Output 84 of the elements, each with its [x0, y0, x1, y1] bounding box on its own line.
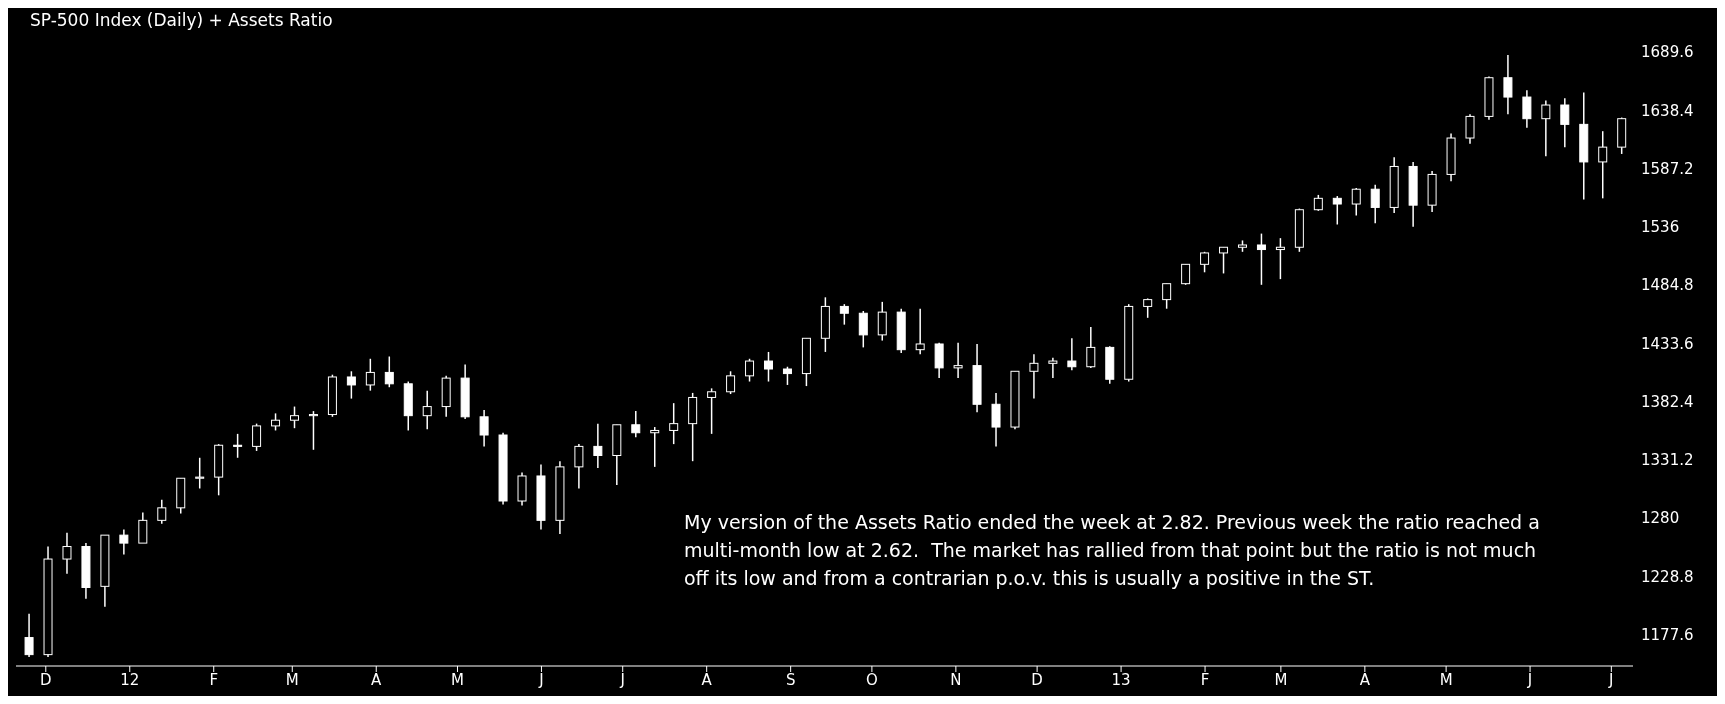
x-tick-label: S [785, 670, 796, 689]
y-tick-label: 1638.4 [1641, 101, 1694, 120]
candlestick [422, 389, 432, 431]
x-tick-label: F [209, 670, 219, 689]
candlestick [1351, 187, 1361, 217]
candlestick [157, 499, 167, 525]
candlestick [669, 402, 679, 445]
x-tick-label: A [371, 670, 383, 689]
candlestick [934, 342, 944, 379]
y-tick-label: 1177.6 [1641, 625, 1694, 644]
candlestick [764, 351, 773, 383]
candlestick [62, 532, 72, 575]
y-tick-label: 1587.2 [1641, 159, 1694, 178]
candlestick [290, 405, 299, 429]
y-tick-label: 1536 [1641, 218, 1680, 237]
annotation: My version of the Assets Ratio ended the week at 2.82. Previous week the ratio reached a multi-month low at 2.62. The market has rallied from that point but the ratio is not much off its low and from a contrarian p.o.v. this is usually a positive in the ST. [684, 510, 1541, 591]
candlestick [1275, 237, 1285, 280]
candlestick [782, 365, 792, 386]
x-tick-label: F [1200, 670, 1210, 689]
candlestick [346, 370, 356, 400]
candlestick [858, 310, 868, 349]
x-tick-label: D [1031, 670, 1043, 689]
x-tick-label: J [1608, 670, 1614, 689]
x-tick-label: D [40, 670, 52, 689]
x-tick-label: J [538, 670, 544, 689]
candlestick [574, 443, 584, 490]
candlestick [991, 392, 1001, 448]
candlestick [650, 426, 660, 468]
x-tick-label: M [451, 670, 464, 689]
candlestick [1465, 113, 1475, 145]
candlestick [745, 358, 755, 383]
y-tick-label: 1382.4 [1641, 392, 1694, 411]
x-tick-label: M [285, 670, 299, 689]
candlestick [593, 422, 603, 469]
candlestick [877, 301, 887, 342]
chart-title: SP-500 Index (Daily) + Assets Ratio [30, 10, 333, 30]
y-tick-label: 1331.2 [1641, 451, 1694, 470]
candlestick [707, 387, 717, 435]
candlestick [138, 511, 148, 544]
candlestick [384, 355, 394, 388]
candlestick [1219, 246, 1229, 275]
candlestick [252, 422, 262, 452]
candlestick [119, 528, 129, 556]
x-tick-label: A [701, 670, 713, 689]
x-tick-label: O [865, 670, 878, 689]
candlestick [726, 370, 736, 395]
y-tick-label: 1433.6 [1641, 334, 1694, 353]
x-tick-label: 12 [120, 670, 140, 689]
candlestick [1029, 353, 1039, 400]
candlestick [1162, 282, 1172, 310]
candlestick [839, 303, 849, 326]
candlestick [1370, 183, 1380, 225]
candlestick [631, 410, 641, 439]
candlestick [1143, 297, 1153, 319]
candlestick [308, 410, 318, 451]
candlestick [1598, 130, 1608, 200]
candlestick [1332, 195, 1342, 226]
y-tick-label: 1228.8 [1641, 567, 1694, 586]
candlestick [195, 457, 205, 490]
candlestick [1048, 356, 1058, 379]
x-tick-label: N [950, 670, 962, 689]
candlestick [1181, 263, 1191, 286]
candlestick [915, 307, 925, 355]
y-tick-label: 1484.8 [1641, 276, 1694, 295]
x-tick-label: J [1526, 670, 1533, 689]
candlestick [233, 433, 243, 459]
x-tick-label: J [619, 670, 625, 689]
y-tick-label: 1280 [1641, 509, 1680, 528]
candlestick [1541, 99, 1551, 157]
x-tick-label: A [1359, 670, 1371, 689]
x-tick-label: M [1439, 670, 1453, 689]
candlestick [1086, 326, 1096, 369]
x-tick-label: 13 [1111, 670, 1131, 689]
candlestick [1522, 89, 1532, 129]
x-tick-label: M [1274, 670, 1288, 689]
candlestick [479, 409, 489, 448]
candlestick [1256, 232, 1266, 286]
candlestick [365, 358, 375, 392]
candlestick [24, 612, 34, 658]
y-tick-label: 1689.6 [1641, 43, 1694, 62]
candlestick [1067, 337, 1077, 371]
candlestick [1503, 54, 1513, 115]
candlestick [1560, 97, 1570, 148]
candlestick [953, 342, 963, 379]
